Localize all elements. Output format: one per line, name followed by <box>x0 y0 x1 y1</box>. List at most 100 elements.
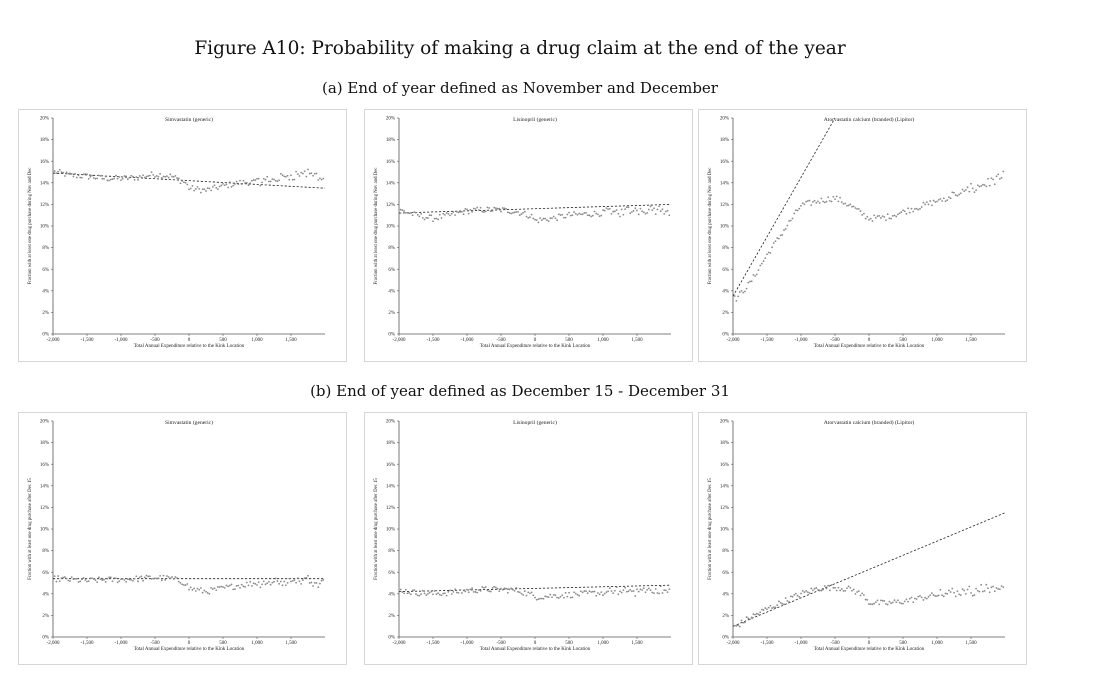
data-point <box>183 181 185 184</box>
data-point <box>968 585 971 588</box>
data-point <box>432 220 434 223</box>
data-point <box>651 591 654 594</box>
y-tick-label: 14% <box>386 181 395 186</box>
data-point <box>108 179 110 182</box>
data-point <box>540 219 543 222</box>
data-point <box>646 211 649 214</box>
data-point <box>92 578 95 580</box>
data-point <box>86 580 88 583</box>
data-point <box>459 589 462 591</box>
data-point <box>481 586 484 588</box>
data-point <box>789 595 792 598</box>
data-point <box>658 592 660 595</box>
y-tick-label: 12% <box>720 203 729 208</box>
data-point <box>532 217 535 220</box>
data-point <box>399 208 402 211</box>
data-point <box>920 206 923 208</box>
data-point <box>249 182 252 185</box>
data-point <box>880 599 882 602</box>
data-point <box>317 179 320 181</box>
data-point <box>634 595 637 597</box>
data-point <box>954 595 957 598</box>
data-point <box>827 584 830 587</box>
data-point <box>505 587 507 590</box>
data-point <box>615 586 618 589</box>
data-point <box>298 175 301 177</box>
data-point <box>421 589 424 592</box>
data-point <box>410 593 412 596</box>
y-tick-label: 4% <box>42 289 49 294</box>
data-point <box>191 588 194 591</box>
y-tick-label: 0% <box>388 636 395 641</box>
data-point <box>749 618 751 621</box>
data-point <box>62 576 65 579</box>
data-point <box>992 178 994 181</box>
data-point <box>837 586 840 589</box>
data-point <box>903 600 906 603</box>
data-point <box>130 579 133 581</box>
data-point <box>399 588 402 591</box>
data-point <box>767 606 770 609</box>
data-point <box>973 191 976 194</box>
data-point <box>307 574 309 577</box>
data-point <box>569 214 572 217</box>
y-tick-label: 10% <box>386 225 395 230</box>
data-point <box>546 595 548 598</box>
data-point <box>733 295 736 297</box>
data-point <box>997 173 1000 176</box>
y-tick-label: 12% <box>720 506 729 511</box>
y-tick-label: 12% <box>386 506 395 511</box>
data-point <box>496 207 499 210</box>
data-point <box>300 171 303 174</box>
y-tick-label: 12% <box>386 203 395 208</box>
data-point <box>603 592 606 595</box>
data-point <box>738 625 741 628</box>
data-point <box>772 606 775 609</box>
data-point <box>590 215 592 218</box>
data-point <box>164 175 167 178</box>
data-point <box>257 177 260 180</box>
x-axis-label: Total Annual Expenditure relative to the… <box>814 344 925 349</box>
data-point <box>296 173 299 176</box>
data-point <box>949 197 952 200</box>
data-point <box>491 209 494 212</box>
data-point <box>749 280 751 283</box>
data-point <box>440 594 443 597</box>
data-point <box>566 595 569 598</box>
data-point <box>245 581 248 584</box>
data-point <box>861 214 864 216</box>
data-point <box>868 218 870 221</box>
data-point <box>257 581 260 584</box>
data-point <box>929 200 932 202</box>
data-point <box>58 168 61 171</box>
data-point <box>213 184 216 187</box>
data-point <box>183 584 185 586</box>
data-point <box>779 601 782 604</box>
data-point <box>457 591 460 594</box>
data-point <box>489 590 492 593</box>
data-point <box>578 594 581 597</box>
data-point <box>406 211 409 214</box>
x-tick-label: -500 <box>496 641 506 646</box>
data-point <box>772 242 775 244</box>
data-point <box>493 206 496 209</box>
data-point <box>132 579 134 582</box>
x-axis-label: Total Annual Expenditure relative to the… <box>480 647 591 652</box>
data-point <box>154 577 156 580</box>
data-point <box>784 597 787 599</box>
y-tick-label: 14% <box>386 484 395 489</box>
data-point <box>91 174 93 177</box>
data-point <box>605 591 608 594</box>
x-tick-label: -500 <box>830 338 840 343</box>
data-point <box>274 577 277 580</box>
data-point <box>810 204 813 207</box>
data-point <box>245 181 248 184</box>
data-point <box>834 198 836 201</box>
data-point <box>784 228 787 230</box>
data-point <box>228 181 231 184</box>
data-point <box>135 575 138 578</box>
data-point <box>57 170 59 173</box>
data-point <box>181 583 184 586</box>
x-tick-label: 0 <box>868 641 871 646</box>
data-point <box>747 281 750 284</box>
